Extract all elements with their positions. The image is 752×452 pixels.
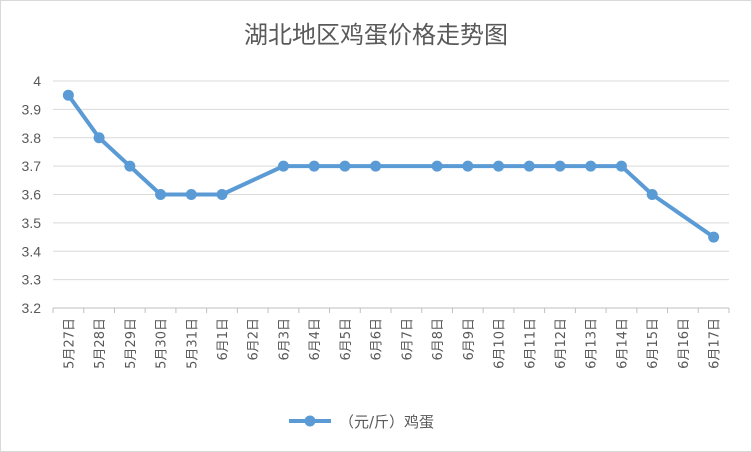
x-tick-label: 5月30日: [155, 318, 170, 369]
x-axis-ticks: 5月27日 5月28日 5月29日 5月30日 5月31日 6月1日 6月2日 6月3日 6月4…: [62, 318, 722, 369]
data-point: [185, 189, 197, 200]
data-point: [62, 89, 74, 101]
y-tick-label: 3.6: [22, 187, 42, 203]
x-tick-label: 6月15日: [646, 318, 661, 369]
y-tick-label: 4: [33, 73, 41, 89]
data-point: [124, 160, 136, 172]
data-point: [462, 160, 474, 172]
x-tick-label: 6月3日: [277, 318, 292, 361]
x-tick-label: 5月27日: [62, 318, 77, 369]
data-point: [708, 231, 720, 243]
data-point: [216, 189, 228, 200]
x-tick-label: 6月10日: [493, 318, 508, 369]
legend-label: （元/斤）鸡蛋: [339, 413, 434, 431]
x-tick-label: 6月5日: [339, 318, 354, 361]
y-tick-label: 3.5: [22, 215, 42, 231]
data-point: [615, 160, 627, 172]
y-tick-label: 3.2: [22, 300, 42, 316]
data-point: [370, 160, 382, 172]
data-point: [93, 132, 105, 144]
x-tick-label: 5月29日: [124, 318, 139, 369]
data-point: [277, 160, 289, 172]
gridlines: [53, 80, 729, 309]
data-point: [308, 160, 320, 172]
y-axis-ticks: 3.2 3.3 3.4 3.5 3.6 3.7 3.8 3.9 4: [22, 73, 42, 316]
x-tick-label: 6月16日: [677, 318, 692, 369]
x-tick-label: 6月6日: [370, 318, 385, 361]
series-layer: [62, 89, 720, 243]
x-tick-label: 5月31日: [185, 318, 200, 369]
x-tick-label: 6月2日: [247, 318, 262, 361]
y-tick-label: 3.4: [22, 243, 42, 259]
data-point: [523, 160, 535, 172]
x-tick-label: 5月28日: [93, 318, 108, 369]
x-tick-label: 6月14日: [615, 318, 630, 369]
data-point: [493, 160, 505, 172]
y-tick-label: 3.9: [22, 101, 42, 117]
axes: [52, 307, 730, 313]
y-tick-label: 3.3: [22, 272, 42, 288]
x-tick-label: 6月13日: [585, 318, 600, 369]
legend: （元/斤）鸡蛋: [289, 413, 434, 431]
data-point: [155, 189, 167, 200]
x-tick-label: 6月4日: [308, 318, 323, 361]
data-point: [431, 160, 443, 172]
data-point: [554, 160, 566, 172]
data-point: [339, 160, 351, 172]
x-tick-label: 6月7日: [400, 318, 415, 361]
y-tick-label: 3.8: [22, 130, 42, 146]
x-tick-label: 6月1日: [216, 318, 231, 361]
x-tick-label: 6月11日: [523, 318, 538, 369]
chart-title: 湖北地区鸡蛋价格走势图: [244, 21, 508, 49]
data-point: [646, 189, 658, 200]
legend-marker: [304, 415, 316, 427]
data-point: [585, 160, 597, 172]
x-tick-label: 6月17日: [708, 318, 723, 369]
y-tick-label: 3.7: [22, 158, 42, 174]
x-tick-label: 6月12日: [554, 318, 569, 369]
x-tick-label: 6月9日: [462, 318, 477, 361]
x-tick-label: 6月8日: [431, 318, 446, 361]
